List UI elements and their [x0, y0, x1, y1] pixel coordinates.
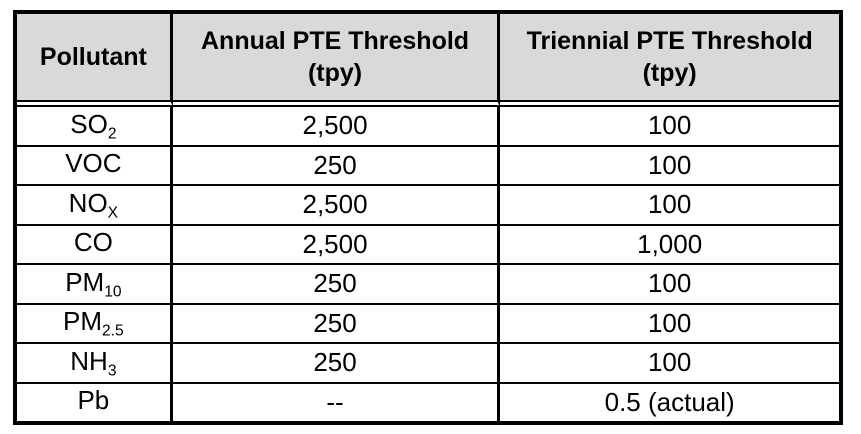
table-row-pm25: PM2.5 250 100 [17, 304, 839, 344]
pollutant-cell: PM10 [17, 265, 173, 305]
triennial-threshold-cell: 100 [500, 344, 839, 384]
triennial-threshold-cell: 100 [500, 265, 839, 305]
triennial-threshold-cell: 1,000 [500, 226, 839, 265]
pte-threshold-table: Pollutant Annual PTE Threshold (tpy) Tri… [13, 10, 843, 425]
header-label-line1: Triennial PTE Threshold [526, 26, 813, 55]
column-header-annual-threshold: Annual PTE Threshold (tpy) [172, 14, 501, 107]
pollutant-label: NH [70, 345, 108, 376]
header-label-line1: Annual PTE Threshold [201, 26, 470, 55]
header-label: Pollutant [39, 42, 147, 71]
pollutant-cell: SO2 [17, 107, 173, 147]
header-row: Pollutant Annual PTE Threshold (tpy) Tri… [17, 14, 839, 107]
table-row-so2: SO2 2,500 100 [17, 107, 839, 147]
annual-threshold-cell: 250 [172, 265, 501, 305]
pollutant-cell: NOX [17, 186, 173, 226]
column-header-pollutant: Pollutant [17, 14, 173, 107]
pollutant-label: VOC [65, 148, 122, 179]
pollutant-label: SO [70, 108, 108, 139]
table-header: Pollutant Annual PTE Threshold (tpy) Tri… [17, 14, 839, 107]
triennial-threshold-cell: 100 [500, 107, 839, 147]
table-row-nox: NOX 2,500 100 [17, 186, 839, 226]
pollutant-label: NO [68, 187, 108, 218]
pollutant-label: PM [65, 266, 105, 297]
triennial-threshold-cell: 100 [500, 186, 839, 226]
pollutant-cell: PM2.5 [17, 304, 173, 344]
table-row-pm10: PM10 250 100 [17, 265, 839, 305]
pollutant-subscript: X [107, 203, 119, 221]
table-row-nh3: NH3 250 100 [17, 344, 839, 384]
pollutant-cell: NH3 [17, 344, 173, 384]
column-header-triennial-threshold: Triennial PTE Threshold (tpy) [500, 14, 839, 107]
pollutant-cell: CO [17, 225, 173, 265]
table-row-pb: Pb -- 0.5 (actual) [17, 383, 839, 421]
table-row-voc: VOC 250 100 [17, 146, 839, 186]
pollutant-label: PM [63, 306, 103, 337]
pollutant-subscript: 3 [107, 361, 117, 379]
pollutant-subscript: 2 [107, 124, 117, 142]
header-label-line2: (tpy) [307, 59, 363, 87]
triennial-threshold-cell: 100 [500, 305, 839, 344]
header-label-line2: (tpy) [642, 59, 697, 87]
pollutant-cell: Pb [17, 383, 173, 421]
triennial-threshold-cell: 100 [500, 147, 839, 186]
annual-threshold-cell: 250 [172, 304, 501, 344]
annual-threshold-cell: 250 [172, 146, 501, 186]
annual-threshold-cell: 2,500 [172, 107, 501, 147]
triennial-threshold-cell: 0.5 (actual) [604, 386, 735, 417]
table-row-co: CO 2,500 1,000 [17, 225, 839, 265]
annual-threshold-cell: 2,500 [172, 186, 501, 226]
pollutant-subscript: 10 [104, 282, 122, 300]
annual-threshold-cell: 2,500 [172, 225, 501, 265]
pollutant-label: Pb [77, 385, 110, 416]
annual-threshold-cell: 250 [172, 344, 501, 384]
table-body: SO2 2,500 100 VOC 250 100 NOX 2,500 100 … [17, 107, 839, 421]
pollutant-label: CO [73, 227, 113, 258]
pte-threshold-table-wrap: Pollutant Annual PTE Threshold (tpy) Tri… [13, 10, 843, 425]
pollutant-subscript: 2.5 [102, 322, 124, 340]
pollutant-cell: VOC [17, 146, 173, 186]
annual-threshold-cell: -- [173, 383, 501, 421]
